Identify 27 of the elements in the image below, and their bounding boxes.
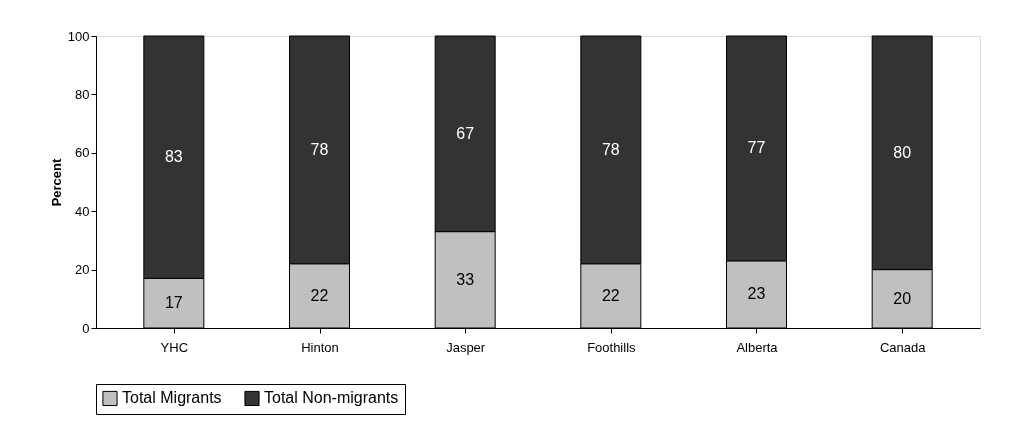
data-label: 83 [164,148,183,166]
y-tick-label: 40 [75,203,90,219]
x-tick-label: Alberta [736,339,779,355]
data-label: 20 [893,289,912,307]
data-label: 78 [601,140,620,158]
x-tick-label: Canada [879,339,927,355]
data-label: 22 [601,286,620,304]
y-tick-label: 0 [82,320,90,336]
legend-label: Total Migrants [122,389,222,407]
y-tick-label: 20 [75,262,90,278]
x-tick-label: Hinton [301,339,339,355]
data-label: 22 [310,286,329,304]
y-tick-label: 100 [67,28,90,44]
data-label: 78 [310,140,329,158]
legend-label: Total Non-migrants [264,389,399,407]
data-label: 80 [893,143,912,161]
x-tick-label: Foothills [587,339,637,355]
x-tick-label: YHC [160,339,189,355]
y-axis-title: Percent [48,157,64,207]
data-label: 23 [747,285,766,303]
y-tick-label: 80 [75,86,90,102]
data-label: 17 [164,294,183,312]
x-tick-label: Jasper [446,339,486,355]
data-label: 33 [456,270,475,288]
data-label: 67 [456,124,475,142]
data-label: 77 [747,139,766,157]
y-tick-label: 60 [75,145,90,161]
